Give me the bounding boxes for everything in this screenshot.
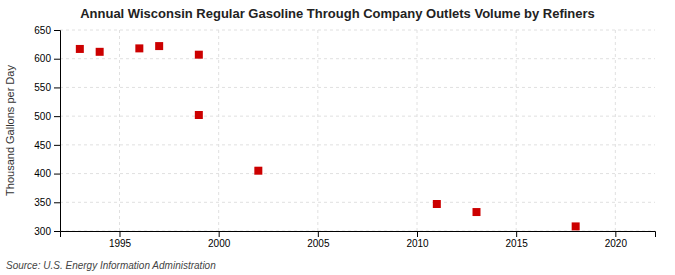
x-tick-label: 2020 [605, 238, 628, 249]
y-tick-label: 550 [34, 82, 51, 93]
x-grid-line [317, 30, 318, 231]
x-tick-label: 1995 [109, 238, 132, 249]
chart-svg: 1995 2000 2005 2010 2015 2020 300 350 400 450 500 5… [0, 0, 675, 275]
point [572, 222, 580, 230]
y-tick: 350 [34, 197, 60, 208]
x-tick-label: 2000 [208, 238, 231, 249]
y-tick-mark [54, 145, 60, 146]
point [195, 111, 203, 119]
x-grid-line [516, 30, 517, 231]
point [473, 208, 481, 216]
y-tick-mark [54, 30, 60, 31]
y-grid-line [60, 87, 655, 88]
x-axis: 1995 2000 2005 2010 2015 2020 [61, 231, 656, 249]
y-tick-label: 650 [34, 25, 51, 36]
x-grid-line [615, 30, 616, 231]
x-tick-mark [417, 231, 418, 237]
x-tick: 2020 [605, 231, 628, 249]
y-tick: 500 [34, 111, 60, 122]
x-tick-mark [219, 231, 220, 237]
point [155, 42, 163, 50]
y-grid-line [60, 144, 655, 145]
y-axis: 300 350 400 450 500 550 600 650 [34, 25, 60, 237]
y-grid-line [60, 30, 655, 31]
y-tick-label: 350 [34, 197, 51, 208]
x-tick: 2000 [208, 231, 231, 249]
x-tick: 1995 [109, 231, 132, 249]
x-axis-line [61, 232, 656, 238]
point [254, 167, 262, 175]
y-grid-line [60, 202, 655, 203]
point [76, 45, 84, 53]
y-grid-line [60, 116, 655, 117]
y-tick: 550 [34, 82, 60, 93]
x-tick-mark [120, 231, 121, 237]
y-axis-title: Thousand Gallons per Day [4, 65, 16, 196]
source-annotation: Source: U.S. Energy Information Administ… [6, 260, 216, 271]
point [195, 51, 203, 59]
y-grid-line [60, 173, 655, 174]
x-tick: 2015 [506, 231, 529, 249]
plot-area: 1995 2000 2005 2010 2015 2020 300 350 400 450 500 5… [34, 25, 655, 249]
x-tick: 2005 [307, 231, 330, 249]
y-tick-mark [54, 202, 60, 203]
y-tick-label: 300 [34, 226, 51, 237]
x-tick-label: 2005 [307, 238, 330, 249]
y-tick: 400 [34, 168, 60, 179]
y-tick-mark [54, 87, 60, 88]
y-grid-line [60, 58, 655, 59]
y-axis-line [54, 31, 61, 232]
y-tick-mark [54, 174, 60, 175]
x-grid-line [218, 30, 219, 231]
y-tick-label: 450 [34, 140, 51, 151]
y-tick-mark [54, 116, 60, 117]
x-grid-line [119, 30, 120, 231]
y-tick: 450 [34, 140, 60, 151]
y-tick-mark [54, 59, 60, 60]
x-tick-mark [615, 231, 616, 237]
x-tick-mark [516, 231, 517, 237]
x-tick-mark [318, 231, 319, 237]
y-tick: 650 [34, 25, 60, 36]
grid [60, 30, 655, 231]
y-tick-label: 500 [34, 111, 51, 122]
x-tick: 2010 [406, 231, 429, 249]
chart-title: Annual Wisconsin Regular Gasoline Throug… [80, 6, 595, 21]
y-tick-mark [54, 231, 60, 232]
y-tick-label: 600 [34, 53, 51, 64]
y-tick: 600 [34, 53, 60, 64]
point [96, 48, 104, 56]
y-tick: 300 [34, 226, 60, 237]
x-tick-label: 2010 [406, 238, 429, 249]
point [433, 200, 441, 208]
x-tick-label: 2015 [506, 238, 529, 249]
point [135, 44, 143, 52]
x-grid-line [417, 30, 418, 231]
y-tick-label: 400 [34, 168, 51, 179]
points [76, 42, 580, 230]
